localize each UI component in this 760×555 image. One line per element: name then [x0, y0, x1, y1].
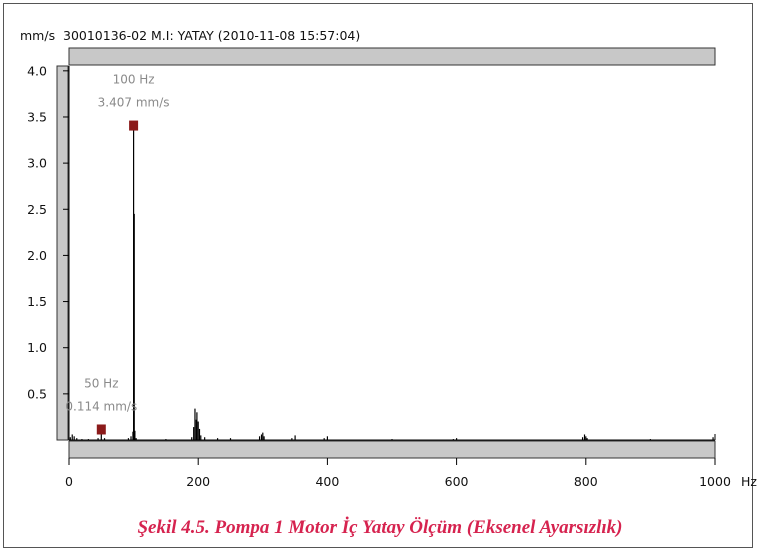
x-tick-label: 200	[186, 474, 210, 489]
peak-amplitude-label: 3.407 mm/s	[98, 96, 170, 110]
left-scrollbar[interactable]	[56, 65, 69, 441]
figure-caption: Şekil 4.5. Pompa 1 Motor İç Yatay Ölçüm …	[137, 517, 623, 538]
y-tick-label: 3.0	[27, 156, 47, 171]
peak-markers: 50 Hz 0.114 mm/s 100 Hz 3.407 mm/s	[65, 73, 170, 435]
x-tick-label: 400	[315, 474, 339, 489]
top-scrollbar[interactable]	[68, 47, 716, 66]
x-tick-label: 0	[65, 474, 73, 489]
chart-title: 30010136-02 M.I: YATAY (2010-11-08 15:57…	[63, 28, 360, 43]
peak-frequency-label: 50 Hz	[84, 376, 118, 390]
y-tick-label: 2.5	[27, 202, 47, 217]
bottom-scrollbar[interactable]	[68, 440, 716, 459]
x-tick-label: 600	[445, 474, 469, 489]
peak-marker[interactable]	[96, 424, 106, 435]
spectrum-series	[69, 125, 714, 440]
y-tick-label: 4.0	[27, 63, 47, 78]
peak-frequency-label: 100 Hz	[113, 73, 155, 87]
y-tick-label: 0.5	[27, 386, 47, 401]
y-tick-label: 1.5	[27, 294, 47, 309]
x-tick-label: 1000	[699, 474, 731, 489]
y-tick-label: 2.0	[27, 248, 47, 263]
y-tick-label: 1.0	[27, 340, 47, 355]
peak-marker[interactable]	[129, 120, 139, 131]
y-unit-label: mm/s	[20, 28, 55, 43]
peak-amplitude-label: 0.114 mm/s	[65, 399, 137, 413]
x-axis-unit-label: Hz	[741, 474, 757, 489]
x-tick-label: 800	[574, 474, 598, 489]
x-axis-ticks: 0 200 400 600 800 1000	[65, 458, 731, 489]
y-tick-label: 3.5	[27, 109, 47, 124]
y-axis-ticks: 0.5 1.0 1.5 2.0 2.5 3.0 3.5 4.0	[27, 63, 69, 401]
